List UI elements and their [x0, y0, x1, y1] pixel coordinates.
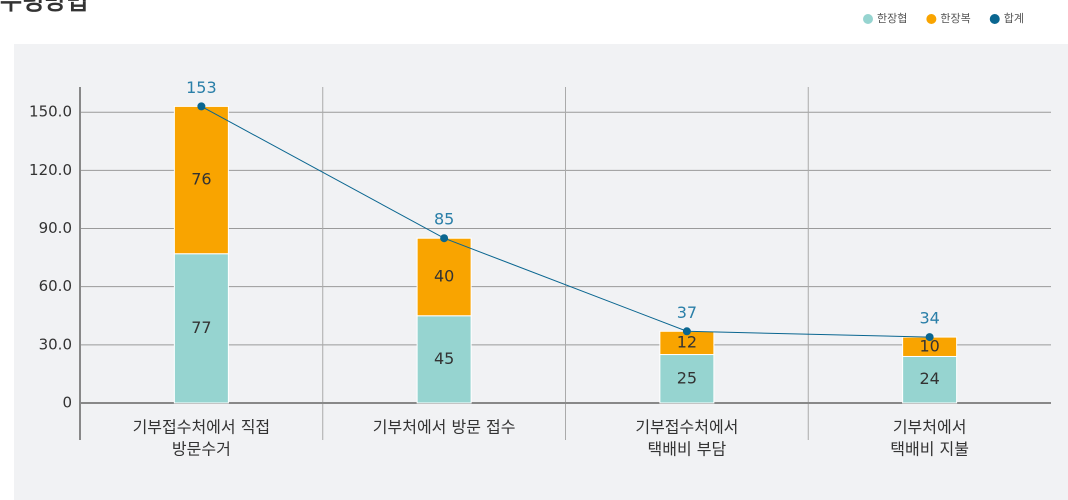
- x-tick-label: 택배비 부담: [648, 440, 727, 459]
- x-tick-label: 기부처에서: [893, 418, 967, 437]
- y-tick-label: 30.0: [39, 335, 72, 353]
- chart-title: 수령방법: [0, 0, 88, 15]
- legend-label: 한장협: [877, 12, 907, 25]
- total-label: 153: [186, 78, 217, 97]
- line-point: [197, 102, 206, 111]
- y-tick-label: 150.0: [29, 103, 72, 121]
- x-tick-label: 택배비 지불: [890, 440, 969, 459]
- bar: [416, 315, 472, 404]
- legend-marker: [989, 14, 1000, 24]
- x-tick-label: 기부접수처에서: [635, 418, 738, 437]
- total-label: 85: [434, 210, 454, 229]
- x-tick-label: 기부접수처에서 직접: [133, 418, 271, 437]
- value-label: 25: [677, 368, 697, 387]
- bar: [173, 105, 229, 255]
- legend-label: 합계: [1004, 12, 1024, 25]
- legend-label: 한장복: [940, 12, 970, 25]
- x-tick-label: 기부처에서 방문 접수: [373, 418, 516, 437]
- legend-marker: [926, 14, 937, 24]
- value-label: 40: [434, 266, 454, 285]
- total-label: 34: [919, 309, 939, 328]
- bar: [659, 354, 715, 404]
- bar: [416, 237, 472, 317]
- value-label: 12: [677, 332, 697, 351]
- y-tick-label: 0: [62, 394, 72, 412]
- value-label: 10: [919, 336, 939, 355]
- y-tick-label: 90.0: [39, 219, 72, 237]
- line-point: [925, 333, 934, 342]
- value-label: 76: [191, 170, 211, 189]
- bar: [173, 253, 229, 404]
- y-tick-label: 60.0: [39, 277, 72, 295]
- x-tick-label: 방문수거: [172, 440, 231, 459]
- y-tick-label: 120.0: [29, 161, 72, 179]
- value-label: 24: [919, 369, 939, 388]
- value-label: 45: [434, 349, 454, 368]
- legend-marker: [863, 14, 873, 24]
- line-point: [682, 327, 691, 336]
- line-point: [440, 234, 449, 243]
- total-label: 37: [677, 303, 697, 322]
- value-label: 77: [191, 318, 211, 337]
- bar: [902, 355, 958, 404]
- line: [201, 105, 930, 338]
